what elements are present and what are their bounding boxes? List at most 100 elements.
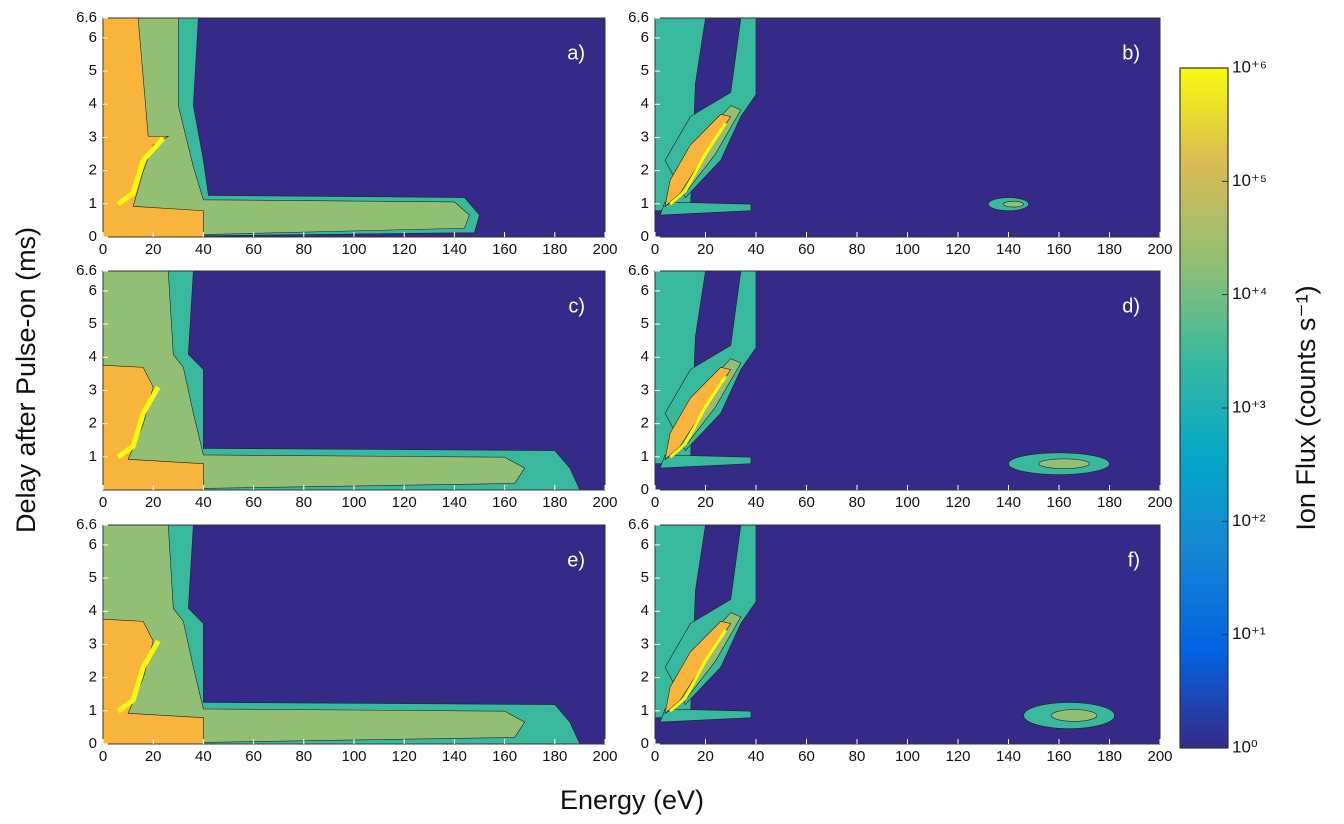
y-tick-label: 2	[89, 162, 97, 179]
contour-region	[1051, 709, 1098, 722]
x-tick-label: 200	[1147, 748, 1172, 765]
y-tick-label: 4	[89, 95, 97, 112]
x-tick-label: 200	[592, 494, 617, 511]
x-tick-label: 100	[341, 494, 366, 511]
x-tick-label: 40	[748, 241, 765, 258]
contour-region	[659, 454, 752, 469]
x-tick-label: 140	[996, 748, 1021, 765]
y-tick-label: 5	[641, 569, 649, 586]
contour-region	[103, 18, 470, 237]
contour-panel	[103, 525, 605, 744]
x-tick-label: 200	[1147, 494, 1172, 511]
contour-region	[116, 385, 161, 460]
x-tick-label: 180	[542, 241, 567, 258]
x-tick-label: 140	[996, 494, 1021, 511]
y-tick-label: 1	[641, 448, 649, 465]
colorbar-label: Ion Flux (counts s⁻¹)	[1291, 285, 1321, 530]
x-tick-label: 20	[145, 241, 162, 258]
x-tick-label: 180	[1097, 748, 1122, 765]
y-tick-label: 3	[641, 635, 649, 652]
y-tick-label: 2	[641, 415, 649, 432]
contour-region	[1038, 458, 1090, 469]
x-tick-label: 80	[295, 494, 312, 511]
y-tick-label: 6	[89, 536, 97, 553]
y-tick-label: 6	[641, 282, 649, 299]
x-tick-label: 160	[1046, 241, 1071, 258]
colorbar	[1179, 67, 1229, 749]
x-tick-label: 140	[442, 241, 467, 258]
colorbar-tick-label: 10⁺⁵	[1232, 171, 1267, 190]
x-tick-label: 160	[492, 494, 517, 511]
y-tick-label: 5	[89, 62, 97, 79]
x-tick-label: 20	[145, 748, 162, 765]
x-tick-label: 0	[651, 241, 659, 258]
y-tick-label: 4	[89, 602, 97, 619]
x-tick-label: 160	[1046, 748, 1071, 765]
panel-label: a)	[567, 42, 585, 64]
x-tick-label: 160	[492, 748, 517, 765]
contour-region	[103, 364, 204, 490]
panel-label: f)	[1128, 549, 1140, 571]
y-tick-label: 6.6	[76, 516, 97, 533]
x-tick-label: 20	[697, 748, 714, 765]
y-tick-label: 6.6	[76, 9, 97, 26]
contour-region	[103, 618, 204, 744]
contour-region	[659, 708, 752, 723]
y-tick-label: 0	[89, 228, 97, 245]
x-tick-label: 60	[245, 494, 262, 511]
x-tick-label: 80	[849, 241, 866, 258]
panel-label: d)	[1122, 295, 1140, 317]
contour-region	[664, 114, 732, 208]
x-tick-label: 100	[341, 748, 366, 765]
colorbar-tick-label: 10⁺⁶	[1232, 57, 1267, 76]
x-tick-label: 60	[245, 748, 262, 765]
panel-label: b)	[1122, 42, 1140, 64]
contour-panel	[655, 525, 1160, 744]
x-tick-label: 80	[295, 748, 312, 765]
x-tick-label: 160	[492, 241, 517, 258]
x-tick-label: 40	[195, 241, 212, 258]
contour-region	[664, 367, 732, 461]
y-tick-label: 6.6	[76, 262, 97, 279]
y-tick-label: 3	[89, 635, 97, 652]
y-tick-label: 5	[89, 569, 97, 586]
contour-region	[669, 375, 727, 459]
x-tick-label: 120	[945, 241, 970, 258]
x-tick-label: 160	[1046, 494, 1071, 511]
y-tick-label: 1	[89, 448, 97, 465]
y-tick-label: 4	[641, 95, 649, 112]
y-tick-label: 1	[641, 702, 649, 719]
y-tick-label: 3	[89, 128, 97, 145]
y-tick-label: 0	[89, 735, 97, 752]
y-tick-label: 6	[89, 29, 97, 46]
x-tick-label: 40	[195, 748, 212, 765]
x-tick-label: 80	[849, 494, 866, 511]
y-tick-label: 6	[89, 282, 97, 299]
x-tick-label: 60	[245, 241, 262, 258]
x-tick-label: 120	[392, 494, 417, 511]
x-tick-label: 100	[895, 494, 920, 511]
x-tick-label: 0	[99, 748, 107, 765]
x-tick-label: 20	[697, 494, 714, 511]
x-tick-label: 100	[341, 241, 366, 258]
x-tick-label: 40	[748, 748, 765, 765]
x-tick-label: 80	[849, 748, 866, 765]
y-tick-label: 6	[641, 29, 649, 46]
y-tick-label: 2	[641, 669, 649, 686]
x-tick-label: 60	[798, 748, 815, 765]
y-tick-label: 4	[641, 348, 649, 365]
y-tick-label: 0	[641, 228, 649, 245]
y-tick-label: 1	[89, 195, 97, 212]
x-tick-label: 60	[798, 241, 815, 258]
x-axis-label: Energy (eV)	[560, 785, 704, 815]
y-tick-label: 6.6	[628, 262, 649, 279]
y-tick-label: 5	[641, 315, 649, 332]
y-tick-label: 4	[641, 602, 649, 619]
x-tick-label: 140	[442, 494, 467, 511]
x-tick-label: 80	[295, 241, 312, 258]
colorbar-tick-label: 10⁰	[1232, 737, 1258, 756]
y-tick-label: 0	[641, 481, 649, 498]
contour-region	[1003, 200, 1024, 208]
x-tick-label: 0	[99, 241, 107, 258]
